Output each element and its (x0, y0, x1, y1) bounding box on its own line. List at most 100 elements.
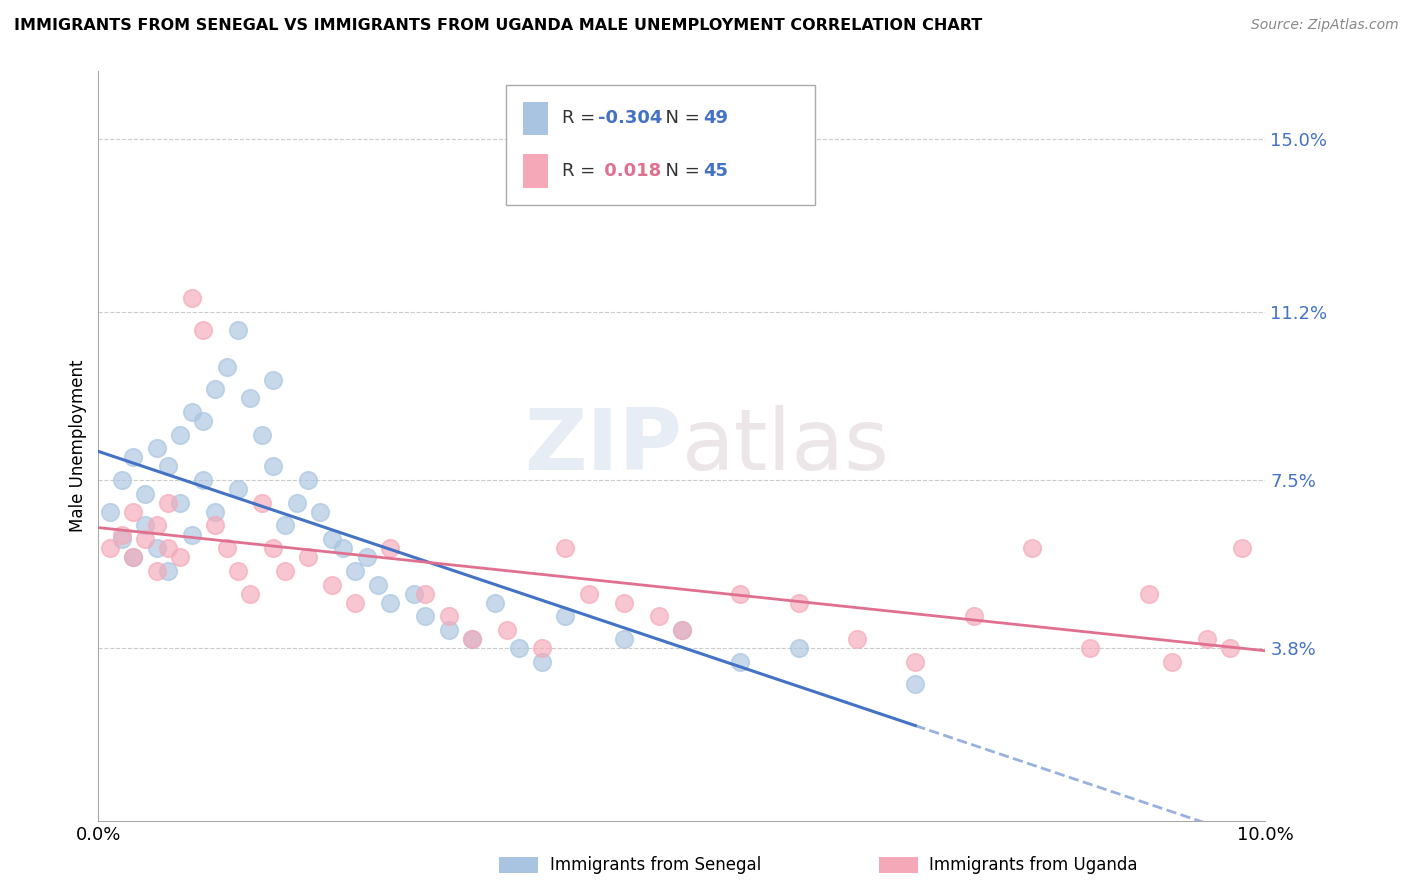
Point (146, 442, 169, 456)
Point (1080, 641, 1102, 656)
Point (730, 655, 752, 669)
Point (612, 632, 634, 646)
Point (169, 496, 191, 510)
Point (297, 550, 319, 565)
Point (1161, 655, 1184, 669)
Point (1137, 586, 1160, 600)
Text: atlas: atlas (682, 404, 890, 488)
Point (122, 505, 145, 519)
Point (180, 292, 202, 306)
Point (98, 505, 121, 519)
Text: Source: ZipAtlas.com: Source: ZipAtlas.com (1251, 18, 1399, 32)
Point (332, 541, 354, 556)
Point (413, 586, 436, 600)
Point (344, 596, 367, 610)
Point (962, 609, 984, 624)
Point (846, 632, 869, 646)
Point (554, 609, 576, 624)
Point (671, 623, 693, 637)
Text: N =: N = (654, 110, 706, 128)
Point (122, 550, 145, 565)
Point (262, 541, 284, 556)
Point (98, 541, 121, 556)
Point (228, 323, 250, 337)
Point (367, 577, 389, 591)
Point (274, 518, 297, 533)
Point (157, 496, 180, 510)
Point (1021, 541, 1043, 556)
Text: Immigrants from Uganda: Immigrants from Uganda (929, 856, 1137, 874)
Point (239, 392, 262, 406)
Point (215, 541, 238, 556)
Point (122, 450, 145, 465)
Point (612, 596, 634, 610)
Text: R =: R = (562, 162, 602, 180)
Point (111, 532, 134, 546)
Point (356, 550, 378, 565)
Point (484, 596, 506, 610)
Text: R =: R = (562, 110, 602, 128)
Point (146, 541, 169, 556)
Point (134, 532, 156, 546)
Point (1219, 641, 1241, 656)
Text: IMMIGRANTS FROM SENEGAL VS IMMIGRANTS FROM UGANDA MALE UNEMPLOYMENT CORRELATION : IMMIGRANTS FROM SENEGAL VS IMMIGRANTS FR… (14, 18, 983, 33)
Point (297, 473, 319, 487)
Point (169, 550, 191, 565)
Point (647, 609, 669, 624)
Point (180, 405, 202, 419)
Point (215, 359, 238, 374)
Point (578, 586, 600, 600)
Point (157, 564, 180, 578)
Point (496, 623, 519, 637)
Point (508, 641, 530, 656)
Point (380, 596, 402, 610)
Point (274, 564, 297, 578)
Point (730, 586, 752, 600)
Point (787, 641, 810, 656)
Point (262, 373, 284, 387)
Point (554, 541, 576, 556)
Point (461, 632, 484, 646)
Point (228, 564, 250, 578)
Point (169, 427, 191, 442)
Point (157, 459, 180, 474)
Text: ZIP: ZIP (524, 404, 682, 488)
Point (904, 655, 927, 669)
Text: -0.304: -0.304 (598, 110, 662, 128)
Point (180, 527, 202, 541)
Point (122, 550, 145, 565)
Text: N =: N = (654, 162, 706, 180)
Point (437, 623, 460, 637)
Text: 45: 45 (703, 162, 728, 180)
Point (1230, 541, 1253, 556)
Point (204, 382, 226, 396)
Point (157, 541, 180, 556)
Point (204, 505, 226, 519)
Point (321, 577, 343, 591)
Point (309, 505, 332, 519)
Point (787, 596, 810, 610)
Point (228, 482, 250, 496)
Point (111, 527, 134, 541)
Point (239, 586, 262, 600)
Text: 0.018: 0.018 (598, 162, 661, 180)
Point (193, 323, 215, 337)
Point (134, 518, 156, 533)
Point (134, 486, 156, 500)
Point (111, 473, 134, 487)
Point (461, 632, 484, 646)
Text: Immigrants from Senegal: Immigrants from Senegal (550, 856, 761, 874)
Point (204, 518, 226, 533)
Point (530, 641, 553, 656)
Point (193, 473, 215, 487)
Point (262, 459, 284, 474)
Point (250, 427, 273, 442)
Point (904, 677, 927, 691)
Point (437, 609, 460, 624)
Y-axis label: Male Unemployment: Male Unemployment (69, 359, 87, 533)
Text: 49: 49 (703, 110, 728, 128)
Point (344, 564, 367, 578)
Point (321, 532, 343, 546)
Point (250, 496, 273, 510)
Point (146, 518, 169, 533)
